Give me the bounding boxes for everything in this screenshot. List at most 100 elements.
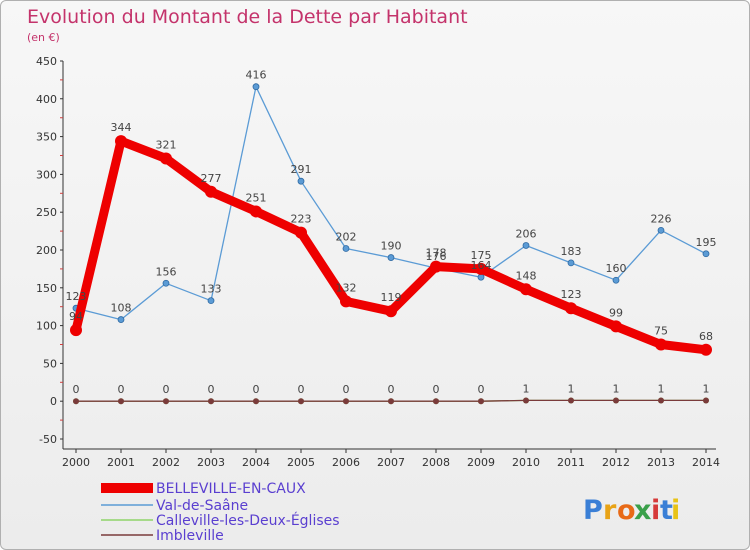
chart-subtitle: (en €) <box>27 31 60 44</box>
data-label-s3: 0 <box>73 383 80 396</box>
data-label-s1: 416 <box>246 69 267 82</box>
data-point-s0 <box>340 295 352 308</box>
y-tick-label: 350 <box>36 131 57 144</box>
legend-label-1: Val-de-Saâne <box>156 498 248 514</box>
data-label-s0: 148 <box>516 269 537 282</box>
data-label-s3: 0 <box>163 383 170 396</box>
data-point-s3 <box>433 398 439 405</box>
data-point-s3 <box>118 398 124 405</box>
x-tick-label: 2003 <box>197 456 225 469</box>
data-point-s0 <box>520 283 532 296</box>
data-label-s1: 176 <box>426 250 447 263</box>
data-label-s1: 156 <box>156 265 177 278</box>
data-label-s3: 0 <box>433 383 440 396</box>
data-label-s3: 0 <box>298 383 305 396</box>
x-tick-label: 2002 <box>152 456 180 469</box>
y-tick-label: 100 <box>36 320 57 333</box>
logo-letter: t <box>660 495 673 526</box>
data-label-s1: 164 <box>471 259 492 272</box>
data-label-s1: 133 <box>201 283 222 296</box>
data-point-s3 <box>208 398 214 405</box>
data-label-s0: 277 <box>201 172 222 185</box>
data-label-s1: 226 <box>651 212 672 225</box>
data-point-s0 <box>70 324 82 337</box>
y-tick-label: 300 <box>36 168 57 181</box>
data-label-s3: 1 <box>703 382 710 395</box>
data-point-s3 <box>658 397 664 404</box>
data-point-s3 <box>613 397 619 404</box>
data-label-s1: 206 <box>516 227 537 240</box>
y-tick-label: 400 <box>36 93 57 106</box>
x-tick-label: 2014 <box>692 456 720 469</box>
data-point-s1 <box>702 250 710 258</box>
x-tick-label: 2013 <box>647 456 675 469</box>
data-point-s1 <box>117 316 125 323</box>
data-point-s0 <box>700 343 712 356</box>
series-line-1 <box>75 86 707 321</box>
data-label-s3: 0 <box>253 383 260 396</box>
data-label-s1: 123 <box>66 290 87 303</box>
data-label-s1: 160 <box>606 262 627 275</box>
x-tick-label: 2009 <box>467 456 495 469</box>
data-point-s1 <box>387 254 395 261</box>
data-point-s0 <box>610 320 622 333</box>
data-point-s1 <box>252 83 260 91</box>
x-tick-label: 2010 <box>512 456 540 469</box>
x-tick-label: 2000 <box>62 456 90 469</box>
logo-letter: P <box>583 495 603 526</box>
data-label-s0: 123 <box>561 288 582 301</box>
data-label-s3: 0 <box>478 383 485 396</box>
y-tick-label: 450 <box>36 55 57 68</box>
data-point-s3 <box>253 398 259 405</box>
data-point-s0 <box>385 305 397 318</box>
x-tick-label: 2005 <box>287 456 315 469</box>
x-tick-label: 2008 <box>422 456 450 469</box>
data-label-s0: 344 <box>111 121 132 134</box>
y-tick-label: -50 <box>39 433 57 446</box>
data-point-s3 <box>478 398 484 405</box>
x-tick-label: 2011 <box>557 456 585 469</box>
data-point-s1 <box>342 245 350 252</box>
chart-title: Evolution du Montant de la Dette par Hab… <box>27 6 468 28</box>
data-point-s3 <box>388 398 394 405</box>
data-point-s1 <box>657 226 665 234</box>
data-label-s3: 0 <box>118 383 125 396</box>
data-point-s3 <box>73 398 79 405</box>
x-tick-label: 2012 <box>602 456 630 469</box>
data-label-s1: 195 <box>696 236 717 249</box>
data-label-s0: 94 <box>69 310 83 323</box>
logo-letter: i <box>671 495 680 526</box>
y-tick-label: 50 <box>43 357 57 370</box>
data-point-s1 <box>612 276 620 284</box>
data-label-s1: 190 <box>381 240 402 253</box>
y-tick-label: 0 <box>50 395 57 408</box>
y-tick-label: 200 <box>36 244 57 257</box>
x-tick-label: 2006 <box>332 456 360 469</box>
data-point-s3 <box>298 398 304 405</box>
data-label-s0: 132 <box>336 281 357 294</box>
y-tick-label: 250 <box>36 206 57 219</box>
data-point-s3 <box>163 398 169 405</box>
data-label-s1: 202 <box>336 230 357 243</box>
data-label-s0: 75 <box>654 325 668 338</box>
data-label-s3: 1 <box>613 382 620 395</box>
data-point-s1 <box>162 279 170 287</box>
data-point-s1 <box>297 177 305 185</box>
logo-letter: o <box>617 495 636 526</box>
x-tick-label: 2004 <box>242 456 270 469</box>
data-point-s1 <box>477 273 485 281</box>
legend-label-0: BELLEVILLE-EN-CAUX <box>156 481 306 497</box>
data-label-s3: 0 <box>388 383 395 396</box>
data-point-s0 <box>655 338 667 351</box>
data-label-s1: 108 <box>111 302 132 315</box>
data-point-s0 <box>295 226 307 239</box>
data-point-s3 <box>703 397 709 404</box>
logo-letter: i <box>651 495 660 526</box>
data-label-s3: 1 <box>523 382 530 395</box>
x-tick-label: 2007 <box>377 456 405 469</box>
x-tick-label: 2001 <box>107 456 135 469</box>
data-point-s3 <box>568 397 574 404</box>
data-point-s0 <box>205 185 217 198</box>
data-label-s0: 251 <box>246 191 267 204</box>
